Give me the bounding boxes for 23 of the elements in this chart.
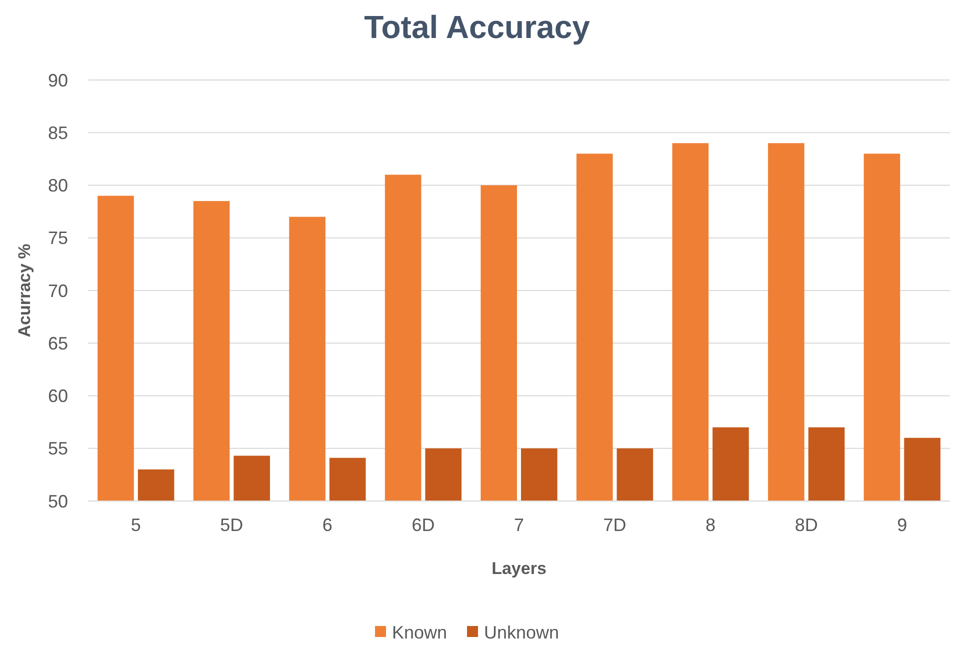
y-axis-title: Acurracy % <box>15 244 34 338</box>
x-tick-label: 8 <box>706 515 716 535</box>
x-tick-label: 7 <box>514 515 524 535</box>
y-tick-label: 70 <box>48 280 68 301</box>
y-tick-label: 65 <box>48 333 68 354</box>
y-tick-label: 75 <box>48 228 68 248</box>
x-tick-label: 6 <box>322 515 332 535</box>
x-axis-title: Layers <box>492 559 546 578</box>
x-tick-label: 5 <box>130 515 141 535</box>
x-tick-label: 6D <box>412 515 435 535</box>
chart-title: Total Accuracy <box>364 9 590 45</box>
x-tick-label: 7D <box>603 515 626 535</box>
x-tick-label: 8D <box>794 515 818 535</box>
y-tick-label: 55 <box>48 438 68 459</box>
x-tick-label: 9 <box>897 515 908 535</box>
y-tick-label: 90 <box>48 70 68 90</box>
y-tick-label: 80 <box>48 176 68 196</box>
y-tick-label: 85 <box>48 122 68 143</box>
legend-label: Unknown <box>484 622 560 642</box>
y-tick-label: 50 <box>48 491 68 512</box>
y-tick-label: 60 <box>48 386 68 406</box>
x-tick-label: 5D <box>220 515 244 535</box>
legend-label: Known <box>392 622 448 642</box>
